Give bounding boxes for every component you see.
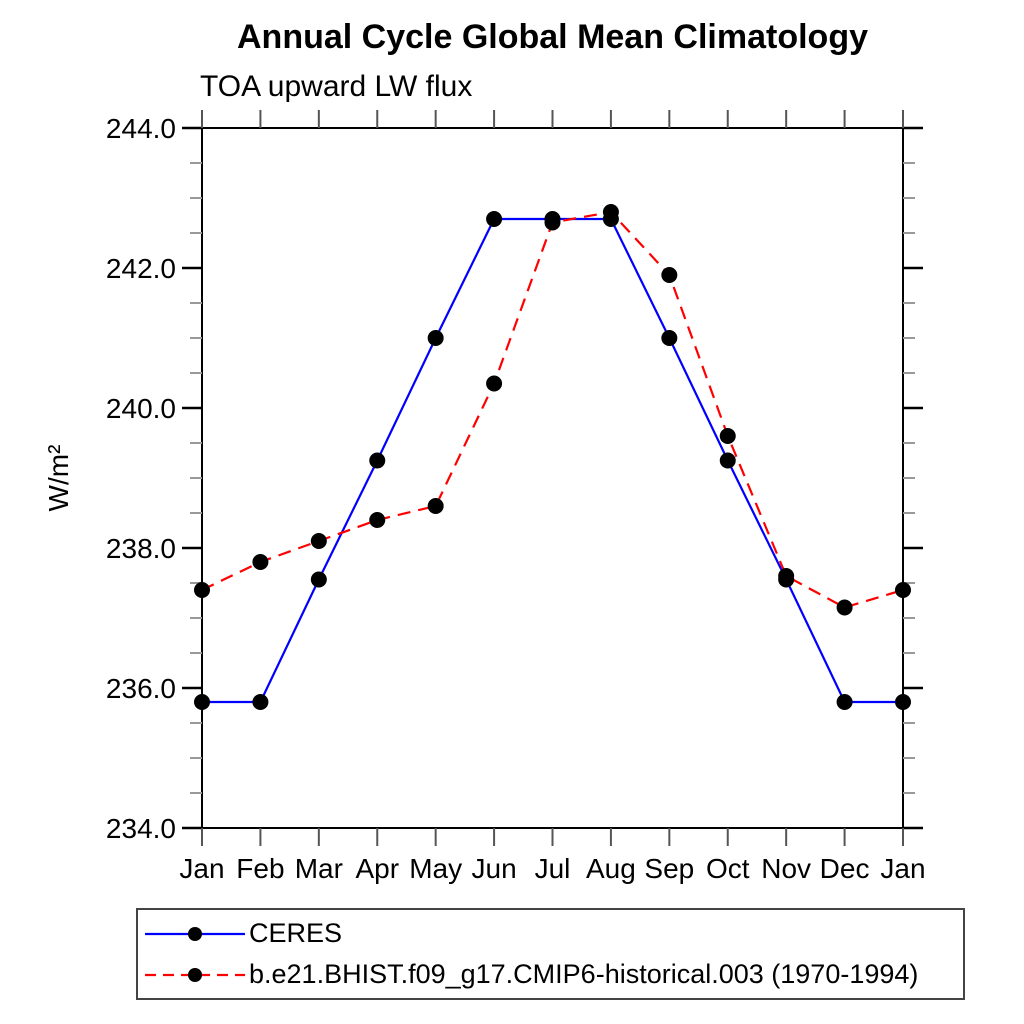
series-1-line (201, 210, 904, 609)
y-tick-label: 240.0 (106, 393, 176, 424)
series-1-data-point (836, 599, 853, 616)
x-tick-label: Jan (880, 853, 925, 884)
series-1-data-point (661, 267, 678, 283)
model-line-sample (145, 967, 245, 982)
y-tick-label: 236.0 (106, 673, 176, 704)
x-tick-label: Nov (761, 853, 811, 884)
y-tick-label: 242.0 (106, 253, 176, 284)
x-tick-label: Feb (236, 853, 284, 884)
series-0-data-point (310, 571, 327, 588)
x-tick-label: May (409, 853, 462, 884)
series-1-data-point (544, 214, 561, 231)
y-tick-label: 238.0 (106, 533, 176, 564)
series-1-data-point (369, 512, 386, 528)
series-0-data-point (719, 452, 736, 469)
model-sample-marker-icon (188, 967, 202, 982)
chart-subtitle: TOA upward LW flux (200, 70, 473, 103)
x-tick-label: Apr (355, 853, 399, 884)
series-1-data-point (194, 582, 210, 598)
series-1-data-point (602, 204, 619, 220)
series-0-data-point (486, 211, 503, 227)
series-1-data-point (719, 428, 736, 444)
series-1-data-point (895, 582, 911, 598)
plot-frame (201, 127, 904, 829)
series-1-data-point (778, 568, 795, 584)
series-1-data-point (252, 554, 269, 570)
x-tick-label: Oct (706, 853, 750, 884)
legend-item-ceres: CERES (138, 913, 963, 954)
series-0-data-point (194, 694, 210, 710)
chart-title: Annual Cycle Global Mean Climatology (237, 18, 868, 56)
legend-label-model: b.e21.BHIST.f09_g17.CMIP6-historical.003… (249, 959, 919, 989)
y-axis-title: W/m² (43, 445, 74, 512)
x-tick-label: Sep (644, 853, 694, 884)
series-0-data-point (427, 330, 444, 346)
series-0-data-point (836, 694, 853, 710)
x-tick-label: Aug (586, 853, 636, 884)
x-tick-label: Jun (472, 853, 517, 884)
series-0-data-point (661, 330, 678, 346)
x-tick-label: Mar (295, 853, 343, 884)
series-1-data-point (486, 375, 503, 392)
series-0-data-point (252, 694, 269, 710)
y-tick-label: 234.0 (106, 813, 176, 844)
series-0-data-point (895, 694, 911, 710)
series-1-data-point (427, 498, 444, 514)
ceres-line-sample (145, 926, 245, 941)
x-tick-label: Jul (535, 853, 571, 884)
series-1-data-point (310, 533, 327, 549)
series-0-line (202, 217, 903, 704)
legend-box: CERES b.e21.BHIST.f09_g17.CMIP6-historic… (136, 908, 965, 1000)
y-tick-label: 244.0 (106, 113, 176, 144)
x-tick-label: Dec (820, 853, 870, 884)
plot-area: 234.0 236.0 238.0 240.0 242.0 244.0 Jan Feb Mar A… (43, 110, 926, 884)
legend-item-model: b.e21.BHIST.f09_g17.CMIP6-historical.003… (138, 954, 963, 995)
x-tick-label: Jan (179, 853, 224, 884)
series-0-data-point (369, 452, 386, 469)
ceres-sample-marker-icon (188, 926, 202, 941)
legend-label-ceres: CERES (249, 918, 343, 948)
